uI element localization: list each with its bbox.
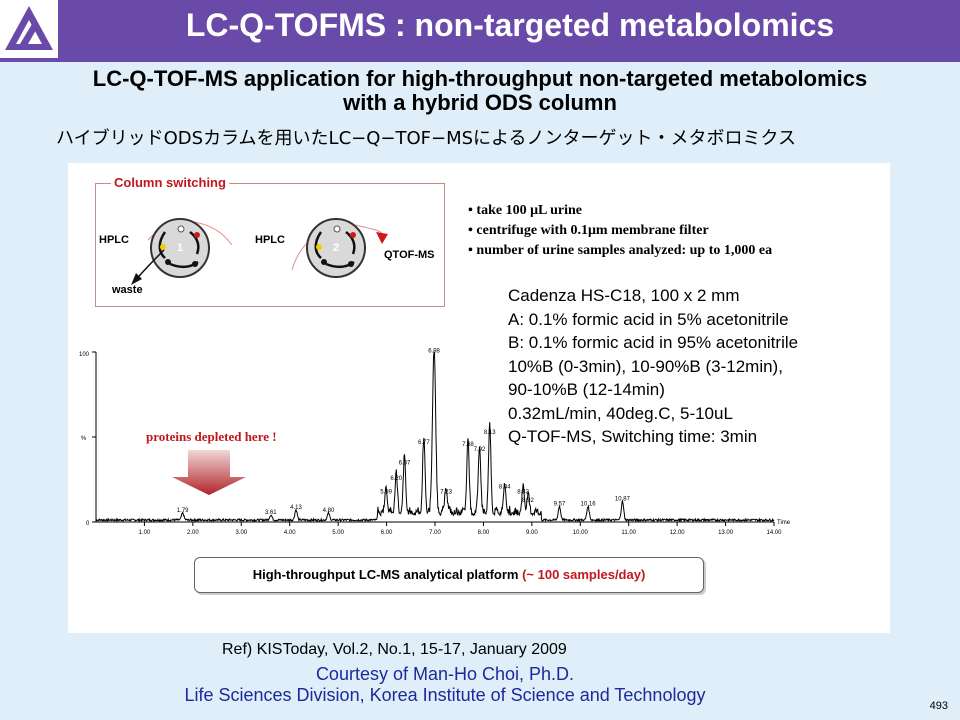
credit-line-2: Life Sciences Division, Korea Institute … xyxy=(184,685,706,705)
x-tick-label: 5.00 xyxy=(332,530,344,536)
x-tick-label: 1.00 xyxy=(139,530,151,536)
logo-icon xyxy=(0,0,58,58)
peak-label: 6.20 xyxy=(390,476,402,482)
y-tick-100: 100 xyxy=(79,352,90,358)
sample-bullets: • take 100 μL urine • centrifuge with 0.… xyxy=(468,201,772,261)
peak-label: 1.79 xyxy=(177,508,189,514)
page-number: 493 xyxy=(929,700,948,712)
condition-line: 10%B (0-3min), 10-90%B (3-12min), xyxy=(508,356,783,376)
x-tick-label: 3.00 xyxy=(235,530,247,536)
condition-line: Q-TOF-MS, Switching time: 3min xyxy=(508,427,758,446)
peak-label: 3.61 xyxy=(265,510,277,516)
peak-label: 5.99 xyxy=(380,490,392,496)
x-tick-label: 2.00 xyxy=(187,530,199,536)
x-tick-label: 7.00 xyxy=(429,530,441,536)
down-arrow-icon xyxy=(172,450,246,495)
platform-text: High-throughput LC-MS analytical platfor… xyxy=(252,567,523,582)
peak-label: 10.87 xyxy=(615,496,631,502)
peak-label: 6.37 xyxy=(399,461,411,467)
lc-conditions: Cadenza HS-C18, 100 x 2 mm A: 0.1% formi… xyxy=(508,284,798,449)
peak-label: 8.92 xyxy=(522,498,534,504)
peak-label: 7.68 xyxy=(462,442,474,448)
hplc-label-2: HPLC xyxy=(255,234,285,246)
japanese-title: ハイブリッドODSカラムを用いたLC−Q−TOF−MSによるノンターゲット・メタ… xyxy=(56,128,796,149)
condition-line: B: 0.1% formic acid in 95% acetonitrile xyxy=(508,333,799,352)
x-tick-label: 11.00 xyxy=(621,530,636,536)
credit-line-1: Courtesy of Man-Ho Choi, Ph.D. xyxy=(315,664,575,684)
column-switching-box xyxy=(95,183,445,307)
qtof-label: QTOF-MS xyxy=(384,249,435,261)
chromatogram-trace xyxy=(95,350,775,523)
x-tick-label: 10.00 xyxy=(573,530,589,536)
valve-1-icon xyxy=(131,218,233,285)
peak-labels: 1.79 3.61 4.13 4.80 5.99 6.20 6.37 6.77 6.98 7.23… xyxy=(177,348,631,516)
x-tick-label: 4.00 xyxy=(284,530,296,536)
x-tick-label: 6.00 xyxy=(381,530,393,536)
peak-label: 4.80 xyxy=(323,508,335,514)
x-tick-label: 13.00 xyxy=(718,530,734,536)
x-tick-label: 8.00 xyxy=(478,530,490,536)
bullet-item: • take 100 μL urine xyxy=(468,203,582,218)
peak-label: 4.13 xyxy=(290,505,302,511)
bullet-item: • centrifuge with 0.1μm membrane filter xyxy=(468,223,709,238)
column-switching-title: Column switching xyxy=(111,175,229,190)
bullet-item: • number of urine samples analyzed: up t… xyxy=(468,243,773,258)
valve-1-position: 1 xyxy=(177,242,184,254)
peak-label: 6.77 xyxy=(418,440,430,446)
peak-label: 8.44 xyxy=(499,484,511,490)
x-axis-unit: Time xyxy=(777,520,791,526)
peak-label: 9.57 xyxy=(554,501,566,507)
peak-label: 8.82 xyxy=(517,490,529,496)
condition-line: 0.32mL/min, 40deg.C, 5-10uL xyxy=(508,403,733,423)
x-tick-label: 9.00 xyxy=(526,530,538,536)
valve-2-position: 2 xyxy=(333,242,340,254)
platform-box: High-throughput LC-MS analytical platfor… xyxy=(194,557,704,593)
proteins-annotation: proteins depleted here ! xyxy=(146,429,277,444)
reference: Ref) KISToday, Vol.2, No.1, 15-17, Janua… xyxy=(222,641,567,658)
platform-highlight: (~ 100 samples/day) xyxy=(522,567,646,582)
x-tick-label: 12.00 xyxy=(670,530,686,536)
subtitle-line-1: LC-Q-TOF-MS application for high-through… xyxy=(92,66,868,91)
y-tick-percent: % xyxy=(81,436,87,442)
peak-label: 8.13 xyxy=(484,430,496,436)
waste-label: waste xyxy=(112,284,143,296)
x-tick-label: 14.00 xyxy=(766,530,782,536)
peak-label: 10.16 xyxy=(581,501,597,507)
hplc-label-1: HPLC xyxy=(99,234,129,246)
peak-label: 7.23 xyxy=(440,490,452,496)
page-title: LC-Q-TOFMS : non-targeted metabolomics xyxy=(185,7,835,43)
x-axis-ticks: 1.00 2.00 3.00 4.00 5.00 6.00 7.00 8.00 9.00 10.0… xyxy=(139,522,782,536)
subtitle-line-2: with a hybrid ODS column xyxy=(343,90,617,115)
condition-line: 90-10%B (12-14min) xyxy=(508,380,665,399)
peak-label: 7.92 xyxy=(474,447,486,453)
peak-label: 6.98 xyxy=(428,348,440,354)
condition-line: Cadenza HS-C18, 100 x 2 mm xyxy=(508,286,740,305)
valve-2-icon xyxy=(291,218,388,278)
header-bar: LC-Q-TOFMS : non-targeted metabolomics xyxy=(0,0,960,62)
condition-line: A: 0.1% formic acid in 5% acetonitrile xyxy=(508,309,789,329)
y-tick-0: 0 xyxy=(86,521,90,527)
